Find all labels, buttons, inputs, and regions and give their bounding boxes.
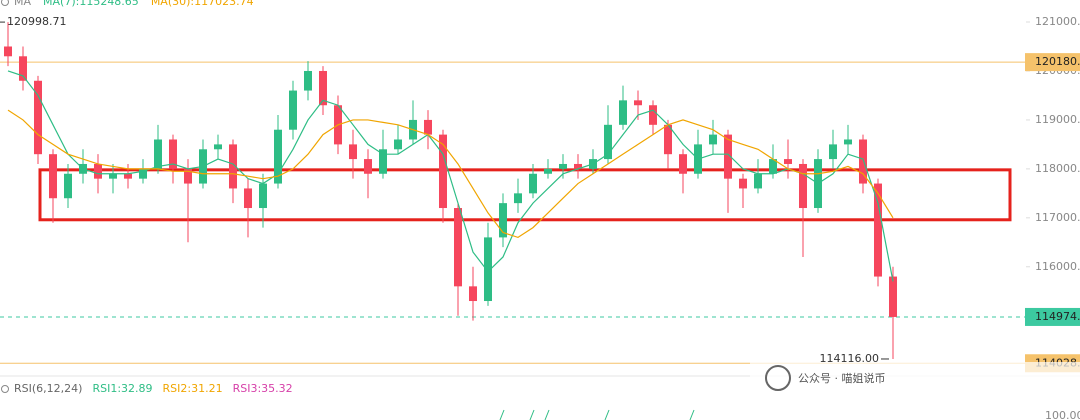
candle-body bbox=[574, 163, 582, 169]
candle-body bbox=[754, 173, 762, 189]
y-tick-label: 117000.00 bbox=[1035, 211, 1080, 224]
candle-body bbox=[469, 286, 477, 302]
candle-body bbox=[259, 183, 267, 209]
candle-body bbox=[769, 159, 777, 174]
price-tag bbox=[1025, 307, 1080, 326]
candle-body bbox=[394, 139, 402, 150]
legend-icon bbox=[1, 0, 9, 6]
y-tick-label: 121000.00 bbox=[1035, 15, 1080, 28]
candle-body bbox=[319, 70, 327, 106]
candle-body bbox=[529, 173, 537, 194]
candle-body bbox=[829, 144, 837, 160]
candle-body bbox=[364, 159, 372, 174]
candle-body bbox=[844, 139, 852, 145]
candle-body bbox=[64, 173, 72, 199]
candle-body bbox=[169, 139, 177, 169]
candle-body bbox=[559, 163, 567, 169]
rsi-trace bbox=[604, 409, 610, 420]
legend-entry: MA bbox=[14, 0, 31, 8]
candle-body bbox=[109, 173, 117, 179]
low-label: 114116.00 bbox=[820, 352, 880, 365]
candle-body bbox=[619, 100, 627, 125]
price-tag bbox=[1025, 53, 1080, 72]
rsi-trace bbox=[499, 409, 505, 420]
candle-body bbox=[514, 193, 522, 204]
candle-body bbox=[649, 105, 657, 125]
legend-entry: MA(7):115248.65 bbox=[43, 0, 139, 8]
price-tag-label: 120180.8 bbox=[1035, 55, 1080, 68]
rsi-legend-entry: RSI3:35.32 bbox=[233, 382, 293, 395]
candle-body bbox=[94, 163, 102, 179]
rsi-trace bbox=[529, 409, 535, 420]
candle-body bbox=[799, 163, 807, 209]
candle-body bbox=[304, 70, 312, 91]
candle-body bbox=[34, 80, 42, 155]
highlight-box bbox=[38, 168, 1012, 222]
legend-icon bbox=[1, 385, 9, 393]
rsi-trace bbox=[689, 409, 695, 420]
legend-entry: MA(30):117023.74 bbox=[151, 0, 254, 8]
candle-body bbox=[4, 46, 12, 57]
high-label: 120998.71 bbox=[7, 15, 67, 28]
candle-body bbox=[214, 144, 222, 150]
candle-body bbox=[784, 159, 792, 164]
candle-body bbox=[544, 168, 552, 174]
candle-body bbox=[184, 168, 192, 184]
candle-body bbox=[724, 134, 732, 179]
ma-legend: MA MA(7):115248.65 MA(30):117023.74 bbox=[1, 0, 254, 8]
candle-body bbox=[859, 139, 867, 184]
candle-body bbox=[124, 173, 132, 179]
candle-body bbox=[229, 144, 237, 189]
candle-body bbox=[19, 56, 27, 81]
rsi-tick-label: 100.00 bbox=[1045, 409, 1080, 420]
candle-body bbox=[289, 90, 297, 130]
rsi-legend-entry: RSI(6,12,24) bbox=[14, 382, 82, 395]
candle-body bbox=[379, 149, 387, 174]
candle-body bbox=[454, 208, 462, 287]
watermark-icon bbox=[765, 365, 791, 391]
rsi-legend-entry: RSI2:31.21 bbox=[163, 382, 223, 395]
price-tag-label: 114974.7 bbox=[1035, 310, 1080, 323]
candle-body bbox=[889, 276, 897, 317]
watermark-bg bbox=[750, 362, 1080, 394]
candle-body bbox=[274, 129, 282, 184]
rsi-trace bbox=[544, 409, 550, 420]
candle-body bbox=[664, 124, 672, 155]
candle-body bbox=[424, 119, 432, 135]
candle-body bbox=[604, 124, 612, 160]
candle-body bbox=[499, 203, 507, 238]
watermark: 公众号 · 喵姐说币 bbox=[798, 371, 886, 385]
candle-body bbox=[634, 100, 642, 106]
candle-body bbox=[349, 144, 357, 160]
candle-body bbox=[709, 134, 717, 145]
y-tick-label: 119000.00 bbox=[1035, 113, 1080, 126]
candle-body bbox=[49, 154, 57, 199]
candle-body bbox=[154, 139, 162, 169]
y-tick-label: 118000.00 bbox=[1035, 162, 1080, 175]
y-tick-label: 116000.00 bbox=[1035, 260, 1080, 273]
rsi-legend-entry: RSI1:32.89 bbox=[92, 382, 152, 395]
candle-body bbox=[244, 188, 252, 209]
ma-line bbox=[7, 109, 894, 239]
candle-body bbox=[739, 178, 747, 189]
candle-body bbox=[484, 237, 492, 302]
candle-body bbox=[439, 134, 447, 209]
candle-body bbox=[679, 154, 687, 174]
candle-body bbox=[139, 168, 147, 179]
ma-line bbox=[7, 70, 894, 282]
candle-body bbox=[874, 183, 882, 277]
